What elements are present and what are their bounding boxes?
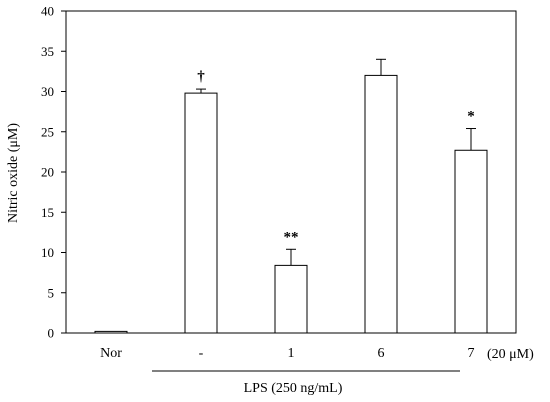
- bars: †***: [94, 58, 488, 334]
- y-tick-label-0: 0: [48, 326, 55, 341]
- bar-0: [94, 330, 128, 334]
- y-tick-label-5: 25: [41, 124, 54, 139]
- y-tick-label-6: 30: [41, 84, 54, 99]
- y-tick-label-8: 40: [41, 4, 54, 19]
- y-tick-label-7: 35: [41, 44, 54, 59]
- y-tick-label-3: 15: [41, 205, 54, 220]
- bar-4: [454, 149, 488, 334]
- bar-2: [274, 264, 308, 334]
- unit-label: (20 μM): [487, 347, 534, 362]
- x-tick-label-2: 1: [288, 346, 295, 361]
- x-tick-label-3: 6: [378, 346, 385, 361]
- labels: Nitric oxide (μM) (20 μM) LPS (250 ng/mL…: [6, 123, 534, 396]
- y-tick-label-4: 20: [41, 165, 54, 180]
- y-axis-label: Nitric oxide (μM): [6, 123, 21, 223]
- bar-1: [184, 92, 218, 334]
- y-tick-label-2: 10: [41, 245, 54, 260]
- x-tick-label-0: Nor: [100, 346, 122, 361]
- x-tick-label-4: 7: [468, 346, 475, 361]
- significance-label-1: †: [197, 69, 205, 85]
- y-tick-label-1: 5: [48, 285, 55, 300]
- bar-3: [364, 74, 398, 334]
- significance-label-4: *: [467, 109, 475, 125]
- significance-label-2: **: [284, 229, 299, 245]
- x-tick-label-1: -: [199, 346, 204, 361]
- lps-group-label: LPS (250 ng/mL): [244, 381, 343, 396]
